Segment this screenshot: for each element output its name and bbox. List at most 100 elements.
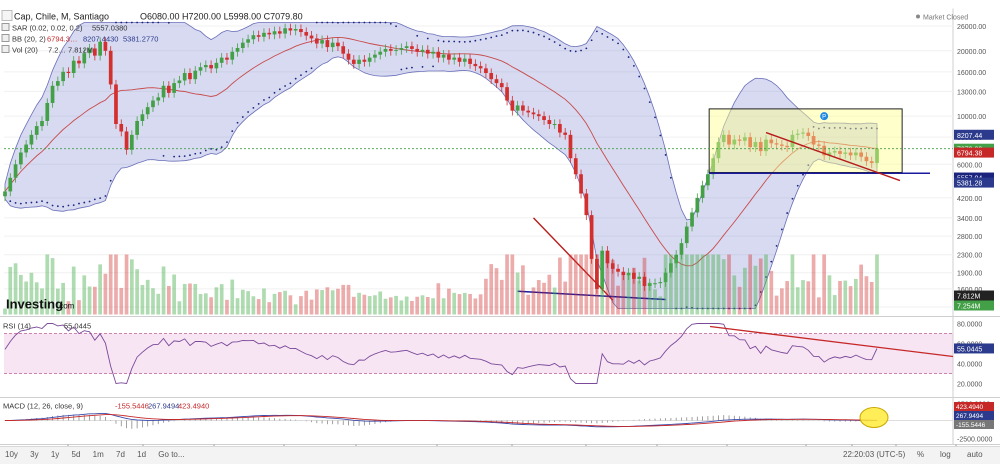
volume-bar bbox=[721, 259, 726, 315]
sar-dot bbox=[495, 35, 498, 38]
volume-bar bbox=[267, 302, 272, 315]
scale-auto-toggle[interactable]: auto bbox=[967, 450, 983, 459]
candle-body bbox=[478, 66, 483, 69]
sar-dot bbox=[522, 29, 524, 32]
scale-percent-toggle[interactable]: % bbox=[917, 450, 925, 459]
candle-body bbox=[795, 133, 800, 135]
candle-body bbox=[357, 59, 361, 64]
candle-body bbox=[732, 139, 737, 145]
volume-bar bbox=[214, 287, 219, 315]
range-10y[interactable]: 10y bbox=[5, 450, 18, 459]
sar-dot bbox=[342, 21, 345, 24]
candle-body bbox=[45, 102, 50, 121]
sar-dot bbox=[680, 307, 683, 310]
volume-bar bbox=[727, 254, 731, 315]
candle-body bbox=[182, 73, 187, 81]
candle-body bbox=[388, 48, 393, 51]
candle-body bbox=[431, 51, 435, 54]
volume-bar bbox=[764, 254, 768, 315]
candle-body bbox=[494, 79, 499, 84]
sar-dot bbox=[337, 21, 339, 24]
volume-bar bbox=[817, 297, 821, 315]
range-3y[interactable]: 3y bbox=[30, 450, 39, 459]
candle-body bbox=[29, 134, 34, 145]
volume-bar bbox=[795, 287, 800, 315]
volume-bar bbox=[785, 281, 790, 315]
volume-bar bbox=[19, 274, 23, 315]
candle-body bbox=[441, 54, 446, 58]
sar-dot bbox=[347, 21, 350, 24]
candle-body bbox=[404, 46, 409, 49]
sar-dot bbox=[490, 36, 493, 39]
candle-body bbox=[737, 139, 742, 141]
candle-body bbox=[98, 41, 102, 56]
sar-dot bbox=[389, 22, 392, 25]
sar-dot bbox=[25, 201, 28, 204]
volume-bar bbox=[832, 295, 837, 315]
volume-bar bbox=[526, 294, 531, 315]
volume-bar bbox=[452, 292, 457, 315]
candle-body bbox=[695, 197, 700, 213]
range-1m[interactable]: 1m bbox=[92, 450, 104, 459]
volume-bar bbox=[182, 283, 187, 315]
volume-bar bbox=[277, 292, 282, 315]
candle-body bbox=[764, 139, 768, 152]
candle-body bbox=[156, 97, 161, 101]
bb-toggle[interactable] bbox=[1, 34, 10, 42]
sar-dot bbox=[78, 202, 80, 205]
volume-bar bbox=[869, 281, 874, 315]
range-7d[interactable]: 7d bbox=[116, 450, 125, 459]
price-tick-label: 13000.00 bbox=[957, 89, 986, 96]
sar-dot bbox=[257, 103, 260, 105]
sar-dot bbox=[62, 205, 65, 208]
sar-dot bbox=[437, 39, 440, 42]
sar-dot bbox=[765, 276, 767, 278]
collapse-icon[interactable] bbox=[1, 10, 13, 21]
sar-dot bbox=[379, 21, 382, 24]
volume-bar bbox=[129, 259, 134, 315]
candle-body bbox=[653, 283, 657, 285]
support-line-bottom bbox=[517, 290, 666, 301]
range-1y[interactable]: 1y bbox=[50, 450, 60, 459]
scale-log-toggle[interactable]: log bbox=[940, 450, 951, 459]
candle-body bbox=[394, 49, 398, 51]
volume-bar bbox=[3, 308, 7, 315]
volume-bar bbox=[801, 280, 805, 315]
sar-dot bbox=[728, 307, 730, 310]
volume-bar bbox=[854, 278, 858, 315]
candle-body bbox=[34, 126, 39, 135]
sar-dot bbox=[817, 127, 820, 130]
rsi-tick-label: 80.0000 bbox=[957, 322, 982, 329]
volume-bar bbox=[489, 264, 494, 315]
volume-bar bbox=[573, 254, 578, 315]
axes: 26000.00 20000.00 16000.00 13000.00 10000.00… bbox=[60, 24, 994, 454]
volume-bar bbox=[161, 266, 166, 315]
range-5d[interactable]: 5d bbox=[71, 450, 81, 459]
candle-body bbox=[822, 145, 827, 156]
range-1d[interactable]: 1d bbox=[137, 450, 147, 459]
candle-body bbox=[145, 107, 150, 115]
sar-dot bbox=[56, 205, 59, 208]
vol-toggle[interactable] bbox=[1, 45, 10, 53]
volume-bar bbox=[346, 284, 351, 315]
volume-bar bbox=[811, 254, 816, 315]
candle-body bbox=[727, 134, 731, 145]
goto-button[interactable]: Go to... bbox=[158, 450, 185, 459]
sar-dot bbox=[67, 204, 70, 207]
candle-body bbox=[304, 32, 309, 36]
volume-bar bbox=[542, 282, 546, 315]
sar-dot bbox=[305, 70, 308, 73]
candle-body bbox=[188, 73, 192, 80]
candle-body bbox=[542, 116, 546, 120]
bb-upper: 8207.4430 bbox=[83, 35, 118, 44]
volume-bar bbox=[758, 258, 763, 315]
candle-body bbox=[50, 85, 55, 103]
candle-body bbox=[743, 137, 747, 141]
volume-bar bbox=[29, 272, 34, 315]
price-tick-label: 6000.00 bbox=[957, 162, 982, 169]
pin-marker-icon bbox=[820, 112, 829, 121]
sar-toggle[interactable] bbox=[1, 23, 10, 31]
candle-body bbox=[864, 156, 869, 162]
sar-dot bbox=[183, 155, 186, 158]
